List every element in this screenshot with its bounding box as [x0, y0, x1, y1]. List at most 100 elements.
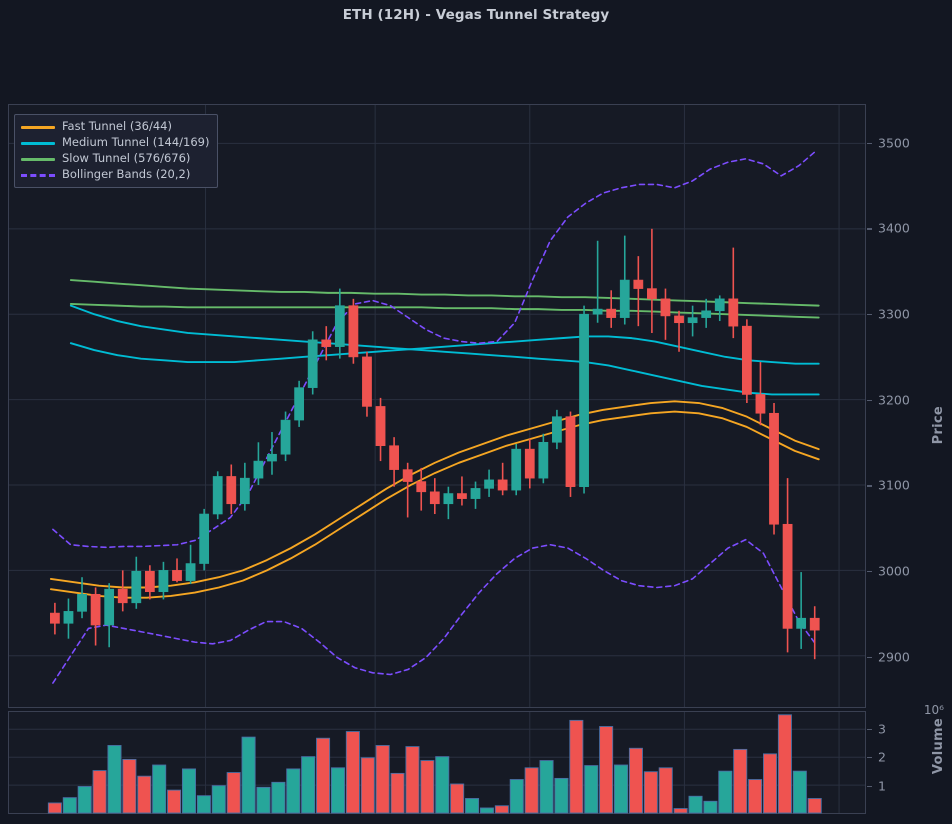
legend-swatch-icon	[21, 141, 55, 145]
price-tick-label: 2900	[878, 649, 910, 665]
candle	[755, 394, 766, 414]
volume-bar	[390, 772, 405, 814]
page-title: ETH (12H) - Vegas Tunnel Strategy	[342, 7, 610, 23]
volume-bar	[62, 797, 77, 814]
candle	[334, 305, 345, 347]
candle	[497, 479, 508, 491]
volume-bar	[92, 770, 107, 814]
candle	[796, 617, 807, 629]
volume-bar	[211, 785, 226, 814]
candle	[199, 513, 210, 564]
price-tick-label: 3400	[878, 220, 910, 236]
indicator-line-2	[69, 279, 820, 319]
volume-tick-label: 3	[878, 721, 886, 737]
candle	[457, 493, 467, 499]
candle	[77, 593, 87, 612]
volume-bar	[47, 802, 62, 814]
legend-item-0[interactable]: Fast Tunnel (36/44)	[21, 120, 209, 134]
volume-bar	[658, 767, 673, 814]
candle	[362, 356, 372, 407]
price-tick-label: 3100	[878, 477, 910, 493]
candle	[172, 570, 182, 581]
volume-axis-title: Volume	[931, 718, 946, 775]
candle	[294, 387, 305, 421]
candle	[728, 298, 739, 327]
legend-item-label: Slow Tunnel (576/676)	[62, 151, 191, 166]
price-tick-label: 3200	[878, 392, 910, 408]
volume-bar	[107, 745, 122, 814]
price-tick-mark	[867, 399, 872, 401]
legend-item-3[interactable]: Bollinger Bands (20,2)	[21, 168, 209, 182]
candle	[809, 617, 820, 631]
volume-bar	[226, 772, 241, 814]
volume-bar	[748, 779, 763, 814]
volume-chart-panel[interactable]	[8, 711, 866, 814]
price-plot-area[interactable]	[9, 105, 865, 707]
candle	[416, 481, 427, 493]
price-axis-title: Price	[931, 406, 946, 445]
legend-item-label: Medium Tunnel (144/169)	[62, 135, 210, 150]
candle	[158, 570, 169, 593]
price-tick-mark	[867, 313, 872, 316]
indicator-line-1	[69, 304, 820, 396]
volume-plot-area[interactable]	[9, 712, 865, 814]
volume-bar	[375, 745, 390, 814]
indicator-line-0	[49, 400, 820, 599]
indicator-line-3	[52, 149, 818, 684]
volume-bar	[241, 736, 256, 814]
volume-bar	[614, 764, 629, 814]
candle	[674, 315, 684, 324]
price-tick-mark	[867, 656, 872, 658]
legend-swatch-icon	[21, 125, 55, 129]
volume-bar	[465, 798, 480, 814]
legend-item-label: Bollinger Bands (20,2)	[62, 167, 191, 182]
volume-tick-mark	[867, 757, 872, 759]
volume-bar	[718, 770, 733, 814]
candle	[226, 476, 237, 505]
candle	[552, 416, 562, 443]
volume-bar	[450, 783, 465, 814]
volume-bar	[77, 786, 92, 814]
candle	[769, 412, 779, 525]
candle	[267, 453, 277, 462]
candle	[239, 477, 250, 505]
volume-bar	[286, 768, 301, 814]
volume-bar	[330, 767, 345, 814]
volume-bar	[703, 800, 718, 814]
price-tick-label: 3300	[878, 306, 910, 322]
chart-legend[interactable]: Fast Tunnel (36/44) Medium Tunnel (144/16…	[14, 114, 219, 188]
legend-item-1[interactable]: Medium Tunnel (144/169)	[21, 136, 209, 150]
volume-bar	[569, 719, 584, 814]
volume-bar	[673, 808, 688, 814]
candle	[429, 491, 440, 505]
price-chart-panel[interactable]	[8, 104, 866, 708]
candle	[90, 593, 101, 626]
volume-bar	[733, 748, 748, 814]
volume-bar	[271, 781, 286, 814]
candle	[741, 325, 752, 395]
candle	[714, 298, 725, 312]
volume-bar	[122, 758, 137, 814]
legend-swatch-icon	[21, 157, 55, 161]
price-tick-mark	[867, 570, 872, 573]
price-tick-mark	[867, 228, 872, 230]
volume-bar	[316, 737, 331, 814]
candle	[307, 339, 318, 388]
candle	[647, 288, 657, 300]
volume-tick-mark	[867, 728, 872, 730]
candle	[144, 570, 155, 593]
candle	[701, 310, 712, 318]
legend-item-2[interactable]: Slow Tunnel (576/676)	[21, 152, 209, 166]
volume-bar	[777, 714, 792, 814]
price-tick-mark	[867, 485, 872, 487]
volume-bar	[196, 795, 211, 814]
volume-bar	[509, 779, 524, 814]
candle	[212, 476, 223, 515]
candle	[375, 406, 386, 447]
volume-bar	[420, 760, 435, 814]
candle	[484, 479, 494, 489]
candle	[579, 313, 589, 487]
volume-tick-label: 2	[878, 749, 886, 765]
candle	[619, 279, 630, 318]
